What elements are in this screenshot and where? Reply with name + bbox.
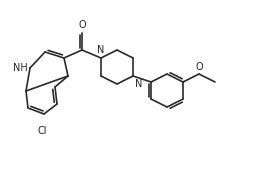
Text: Cl: Cl bbox=[37, 126, 47, 136]
Text: N: N bbox=[135, 79, 142, 89]
Text: O: O bbox=[195, 62, 203, 72]
Text: N: N bbox=[97, 45, 105, 55]
Text: NH: NH bbox=[13, 63, 28, 73]
Text: O: O bbox=[78, 20, 86, 30]
